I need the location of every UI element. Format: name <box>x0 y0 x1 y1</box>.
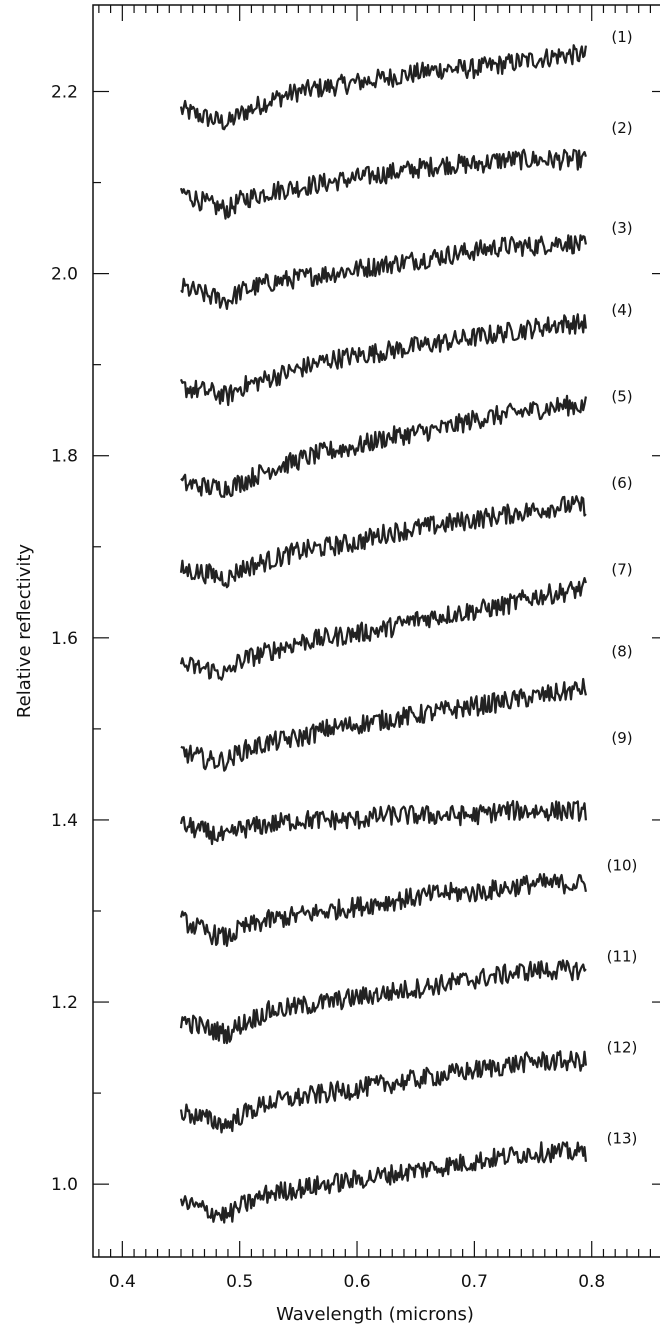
y-tick-label: 1.4 <box>51 811 78 831</box>
series-label: (2) <box>611 119 632 137</box>
y-tick-label: 1.6 <box>51 629 78 649</box>
y-tick-label: 2.0 <box>51 265 78 285</box>
series-line <box>180 677 587 772</box>
series-labels: (1) (2) (3) (4) (5) (6) (7) (8) (9) (10) (11) (12) (… <box>607 28 638 1148</box>
series-line <box>179 495 587 589</box>
tick-labels: 0.4 0.5 0.6 0.7 0.8 1.0 1.2 1.4 1.6 1.8 2.0 2.2 <box>51 83 605 1292</box>
series-label: (9) <box>611 729 632 747</box>
series-label: (1) <box>611 28 632 46</box>
series-line <box>179 1050 587 1134</box>
y-axis-label: Relative reflectivity <box>14 544 35 718</box>
series-line <box>179 799 587 846</box>
series-line <box>180 394 587 498</box>
series-line <box>179 577 587 681</box>
series-line <box>179 148 587 220</box>
series-label: (5) <box>611 388 632 406</box>
x-tick-label: 0.8 <box>578 1272 605 1292</box>
series-line <box>180 234 587 310</box>
y-tick-label: 2.2 <box>51 83 78 103</box>
series-line <box>179 959 587 1045</box>
series-label: (7) <box>611 561 632 579</box>
series-label: (8) <box>611 642 632 660</box>
series-label: (12) <box>607 1039 638 1057</box>
axis-ticks <box>93 5 660 1257</box>
y-tick-label: 1.0 <box>51 1175 78 1195</box>
series-label: (11) <box>607 948 638 966</box>
y-tick-label: 1.2 <box>51 993 78 1013</box>
series-label: (13) <box>607 1130 638 1148</box>
series-label: (4) <box>611 301 632 319</box>
x-tick-label: 0.7 <box>461 1272 488 1292</box>
x-tick-label: 0.4 <box>109 1272 136 1292</box>
series-lines <box>179 44 587 1224</box>
series-line <box>179 873 587 947</box>
series-line <box>179 1141 587 1224</box>
series-line <box>179 313 587 407</box>
series-label: (6) <box>611 474 632 492</box>
x-tick-label: 0.6 <box>344 1272 371 1292</box>
x-axis-label: Wavelength (microns) <box>276 1304 474 1325</box>
series-line <box>179 44 587 131</box>
series-label: (10) <box>607 856 638 874</box>
series-label: (3) <box>611 219 632 237</box>
x-tick-label: 0.5 <box>226 1272 253 1292</box>
y-tick-label: 1.8 <box>51 447 78 467</box>
